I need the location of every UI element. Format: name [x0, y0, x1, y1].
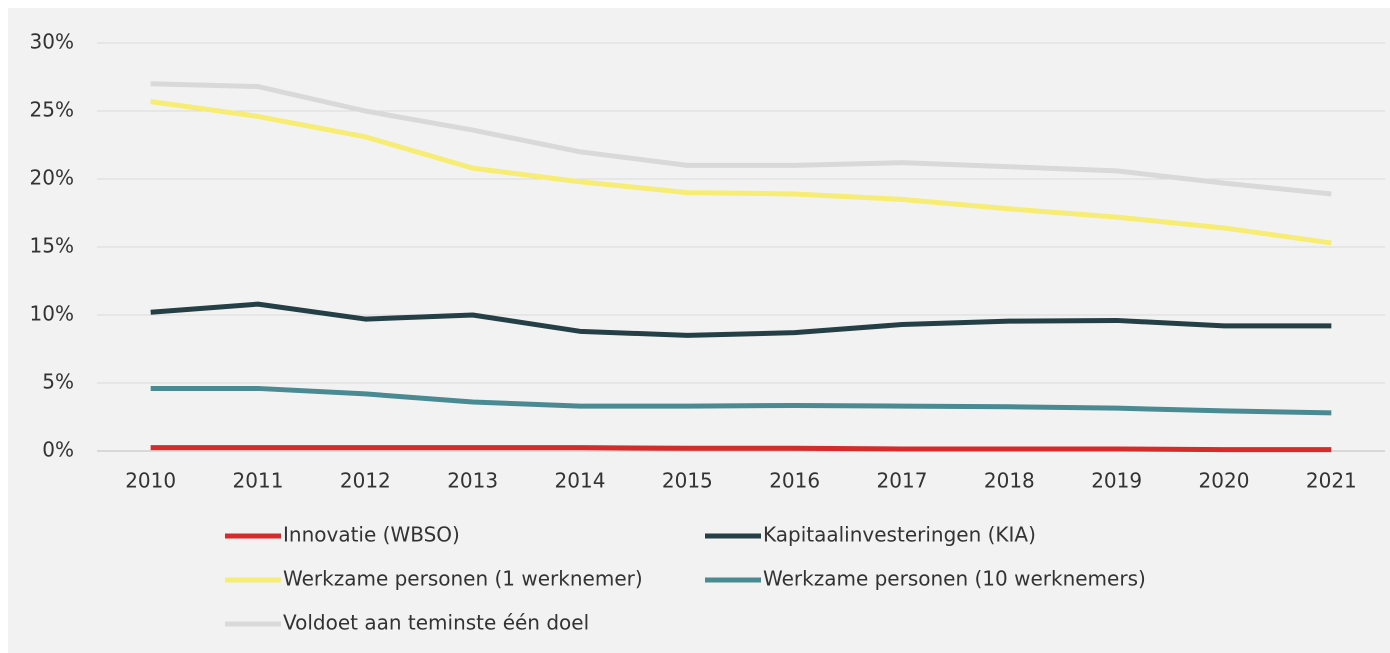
x-tick-label: 2014 — [555, 469, 606, 493]
legend-label: Kapitaalinvesteringen (KIA) — [763, 523, 1036, 547]
x-tick-label: 2016 — [769, 469, 820, 493]
y-tick-label: 10% — [30, 302, 74, 326]
x-tick-label: 2013 — [447, 469, 498, 493]
legend-label: Werkzame personen (10 werknemers) — [763, 567, 1146, 591]
chart-background — [8, 8, 1390, 653]
legend-label: Voldoet aan teminste één doel — [283, 611, 589, 635]
series-line — [150, 301, 1332, 338]
legend-label: Innovatie (WBSO) — [283, 523, 460, 547]
series-line — [150, 445, 1332, 453]
x-tick-label: 2019 — [1091, 469, 1142, 493]
x-tick-label: 2011 — [233, 469, 284, 493]
y-tick-label: 25% — [30, 98, 74, 122]
series-line — [150, 81, 1332, 197]
legend-label: Werkzame personen (1 werknemer) — [283, 567, 643, 591]
x-tick-label: 2012 — [340, 469, 391, 493]
x-tick-label: 2020 — [1199, 469, 1250, 493]
x-tick-label: 2010 — [125, 469, 176, 493]
y-tick-label: 15% — [30, 234, 74, 258]
series-line — [150, 99, 1332, 246]
x-tick-label: 2021 — [1306, 469, 1357, 493]
x-tick-label: 2017 — [877, 469, 928, 493]
y-tick-label: 30% — [30, 30, 74, 54]
y-tick-label: 20% — [30, 166, 74, 190]
x-tick-label: 2015 — [662, 469, 713, 493]
x-tick-label: 2018 — [984, 469, 1035, 493]
series-line — [150, 385, 1332, 416]
y-tick-label: 0% — [42, 438, 74, 462]
y-tick-label: 5% — [42, 370, 74, 394]
